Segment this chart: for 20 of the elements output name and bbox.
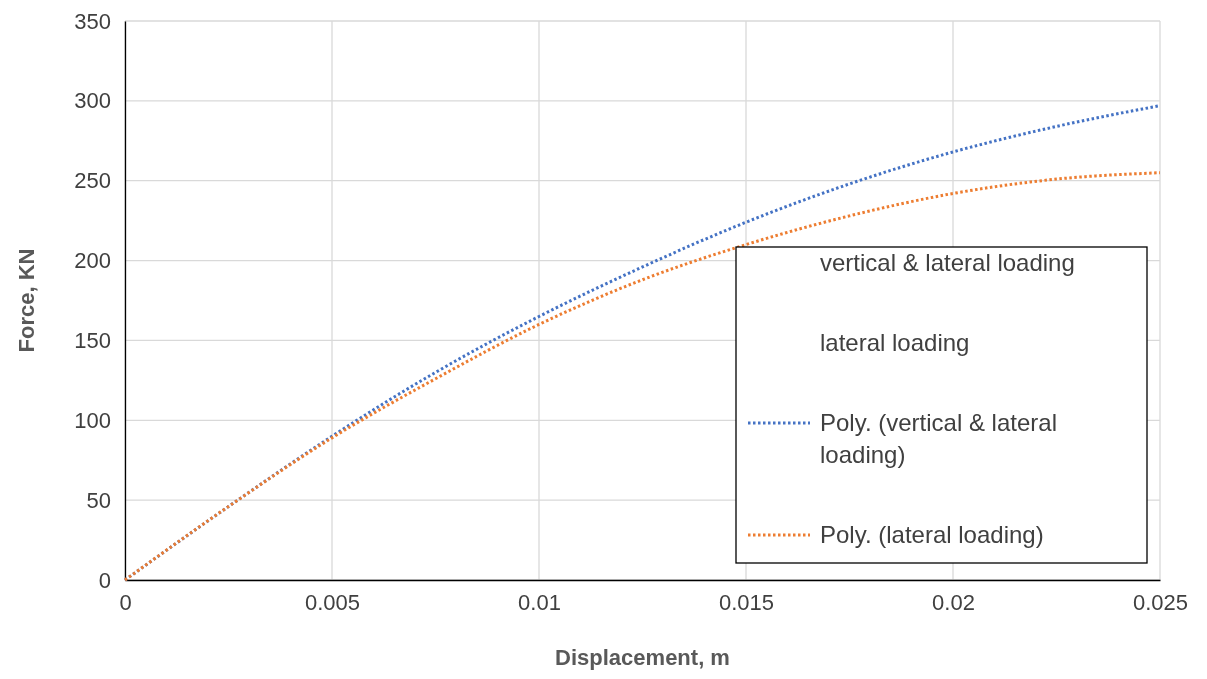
x-tick-label: 0.015 [718, 589, 775, 615]
text: vertical & lateral loading [820, 249, 1075, 276]
y-axis-title: Force, KN [14, 248, 39, 353]
legend-label: Poly. (lateral loading) [820, 521, 1044, 548]
y-tick-label: 50 [86, 487, 111, 513]
x-tick-label: 0 [119, 589, 132, 615]
y-tick-label: 0 [98, 567, 111, 593]
x-tick-label: 0.01 [518, 589, 561, 615]
x-axis-title: Displacement, m [555, 645, 730, 670]
y-tick-label: 200 [74, 248, 111, 274]
x-tick-label: 0.025 [1132, 589, 1189, 615]
x-tick-label: 0.005 [304, 589, 361, 615]
legend-label: Poly. (vertical & lateral loading) [820, 409, 1057, 468]
y-tick-label: 300 [74, 88, 111, 114]
y-tick-label: 350 [74, 8, 111, 34]
y-tick-label: 250 [74, 168, 111, 194]
y-tick-label: 150 [74, 327, 111, 353]
y-tick-label: 100 [74, 407, 111, 433]
x-tick-label: 0.02 [932, 589, 975, 615]
text: lateral loading [820, 329, 970, 356]
